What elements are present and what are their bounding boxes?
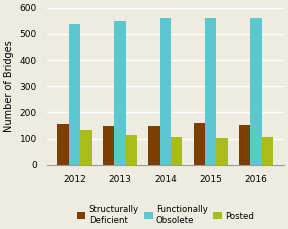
Bar [171,137,182,165]
Bar [216,138,228,165]
Bar [114,21,126,165]
Bar [250,18,262,165]
Bar [58,124,69,165]
Bar [160,18,171,165]
Bar [103,126,114,165]
Y-axis label: Number of Bridges: Number of Bridges [4,40,14,132]
Bar [148,126,160,165]
Bar [80,130,92,165]
Bar [262,137,273,165]
Bar [194,123,205,165]
Bar [239,125,250,165]
Bar [205,18,216,165]
Bar [69,24,80,165]
Legend: Structurally
Deficient, Functionally
Obsolete, Posted: Structurally Deficient, Functionally Obs… [75,204,256,227]
Bar [126,135,137,165]
